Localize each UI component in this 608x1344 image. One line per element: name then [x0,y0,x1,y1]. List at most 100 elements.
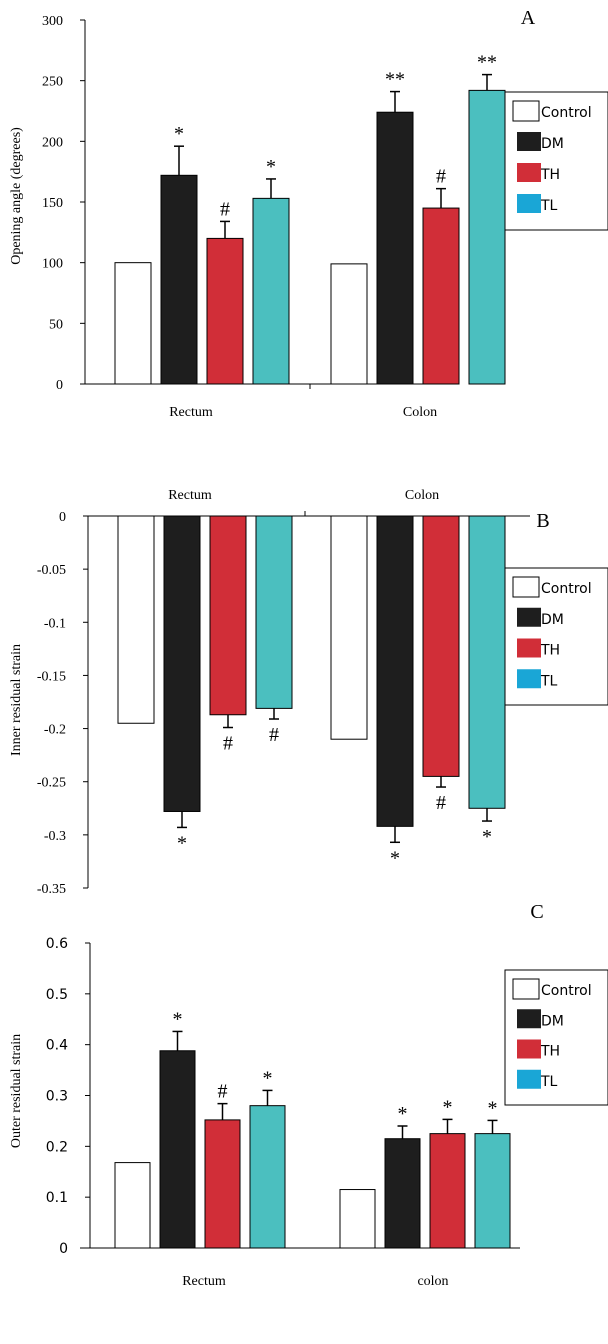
y-tick-label: 0.5 [46,987,68,1003]
bar-tl-rectum [249,1105,286,1249]
bar-tl-colon [474,1133,511,1249]
y-tick-label: 50 [49,317,63,332]
significance-mark: * [174,123,184,145]
legend-swatch-control [512,100,540,122]
y-tick-label: 0 [56,378,63,393]
bar-tl-rectum [252,197,290,385]
y-axis-title: Inner residual strain [9,644,24,756]
legend-label-th: TH [540,167,560,183]
significance-mark: * [173,1008,183,1030]
panel-letter: C [530,901,543,923]
legend-swatch-th [517,1039,541,1059]
category-label: Rectum [169,405,213,420]
bar-th-rectum [204,1119,241,1249]
legend-label-control: Control [541,983,592,999]
legend-swatch-tl [517,669,541,689]
category-label: Colon [405,488,439,503]
bar-dm-colon [384,1138,421,1249]
significance-mark: # [269,724,279,746]
legend-label-tl: TL [540,1074,558,1090]
legend-swatch-tl [517,1069,541,1089]
y-tick-label: 300 [42,14,63,29]
y-tick-label: -0.15 [37,669,66,684]
significance-mark: * [443,1096,453,1118]
category-label: colon [417,1274,448,1289]
y-tick-label: -0.05 [37,563,66,578]
legend-swatch-tl [517,194,541,213]
y-tick-label: -0.25 [37,776,66,791]
significance-mark: * [177,832,187,854]
y-tick-label: 0.3 [46,1089,68,1105]
y-tick-label: 200 [42,135,63,150]
legend-label-tl: TL [540,198,558,214]
significance-mark: # [436,792,446,814]
y-tick-label: 150 [42,196,63,211]
legend-swatch-dm [517,1009,541,1029]
legend-label-control: Control [541,581,592,597]
bar-control-colon [339,1189,376,1249]
chart-panel-c: C 0 0.1 0.2 0.3 0.4 0.5 0.6 Outer residual strai… [9,901,608,1289]
legend-label-dm: DM [541,612,564,628]
y-tick-label: -0.2 [44,723,66,738]
bar-tl-rectum [255,515,293,709]
y-axis-title: Outer residual strain [9,1034,24,1148]
bar-control-rectum [117,515,155,724]
bar-th-colon [422,207,460,385]
bar-control-rectum [114,1162,151,1249]
legend: Control DM TH TL [504,91,608,231]
category-label: Rectum [182,1274,226,1289]
y-tick-label: 0.1 [46,1190,68,1206]
bar-th-colon [429,1133,466,1249]
bar-control-rectum [114,262,152,385]
category-label: Colon [403,405,437,420]
bar-control-colon [330,263,368,385]
significance-mark: # [436,166,446,188]
y-axis-title: Opening angle (degrees) [9,127,24,265]
y-tick-label: 0 [59,510,66,525]
y-tick-label: 250 [42,75,63,90]
legend-label-control: Control [541,105,592,121]
category-label: Rectum [168,488,212,503]
bar-th-rectum [209,515,247,716]
legend-swatch-dm [517,607,541,627]
significance-mark: * [488,1097,498,1119]
legend-swatch-th [517,638,541,658]
bar-dm-rectum [163,515,201,812]
legend-swatch-th [517,163,541,182]
legend: Control DM TH TL [504,567,608,706]
significance-mark: * [398,1103,408,1125]
y-tick-label: -0.1 [44,616,66,631]
bar-dm-colon [376,111,414,385]
significance-mark: * [390,847,400,869]
legend: Control DM TH TL [504,969,608,1106]
legend-swatch-dm [517,132,541,151]
legend-label-th: TH [540,1044,560,1060]
significance-mark: * [482,826,492,848]
significance-mark: # [223,733,233,755]
chart-panel-a: A 0 50 100 150 200 250 300 Opening angle (degree… [9,7,608,420]
bar-dm-colon [376,515,414,827]
bar-tl-colon [468,89,506,385]
legend-label-dm: DM [541,136,564,152]
chart-panel-b: B 0 -0.05 -0.1 -0.15 -0.2 -0.25 -0.3 -0.35 Inner … [9,488,608,897]
y-tick-label: 0 [59,1241,68,1257]
y-tick-label: 0.2 [46,1139,68,1155]
legend-label-dm: DM [541,1013,564,1029]
significance-mark: * [266,156,276,178]
bar-th-colon [422,515,460,777]
legend-swatch-control [512,576,540,598]
significance-mark: ** [385,69,405,91]
y-tick-label: 0.6 [46,936,68,952]
y-tick-label: 100 [42,257,63,272]
y-tick-label: -0.3 [44,829,66,844]
legend-label-th: TH [540,643,560,659]
y-tick-label: -0.35 [37,882,66,897]
significance-mark: # [218,1081,228,1103]
significance-mark: ** [477,52,497,74]
bar-th-rectum [206,237,244,385]
legend-swatch-control [512,978,540,1000]
significance-mark: # [220,198,230,220]
y-tick-label: 0.4 [46,1038,68,1054]
bar-control-colon [330,515,368,740]
